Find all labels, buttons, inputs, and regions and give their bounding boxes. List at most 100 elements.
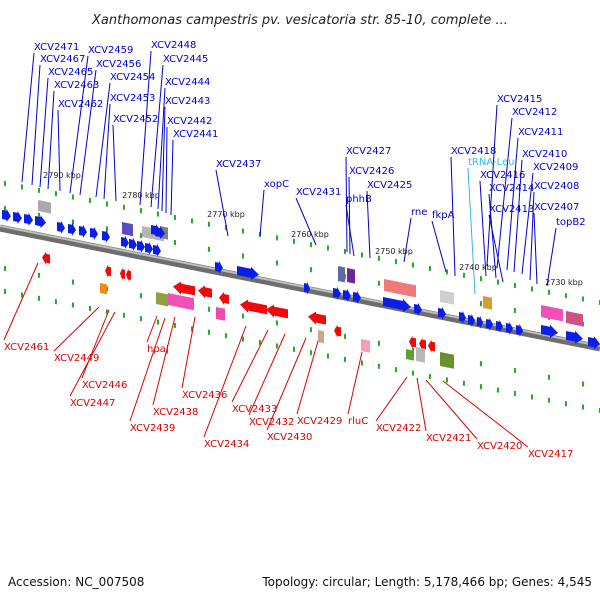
gene-label: XCV2415: [497, 94, 542, 105]
gene-label: XCV2407: [534, 202, 579, 213]
tick-mark: [581, 296, 584, 302]
gene-arrow: [266, 304, 288, 319]
gene-label: XCV2461: [4, 342, 49, 353]
tick-mark: [275, 343, 278, 349]
tick-mark: [139, 316, 142, 322]
gene-arrow: [35, 215, 46, 229]
gene-label: XCV2427: [346, 146, 391, 157]
label-leader-lines: [3, 50, 557, 448]
gene-arrow: [129, 237, 137, 251]
gene-label: XCV2425: [367, 180, 412, 191]
gene-label: XCV2426: [349, 166, 394, 177]
tick-mark: [564, 401, 567, 407]
gene-arrow: [353, 290, 361, 304]
gene-label: XCV2437: [216, 159, 261, 170]
tick-mark: [530, 286, 533, 292]
label-leader-line: [103, 103, 111, 200]
tick-mark: [275, 260, 278, 266]
tick-mark: [139, 233, 142, 239]
gene-arrow: [102, 229, 110, 243]
gene-block: [416, 347, 425, 363]
label-leader-line: [157, 87, 166, 210]
tick-mark: [292, 346, 295, 352]
label-leader-line: [533, 212, 538, 285]
tick-mark: [513, 367, 516, 374]
tick-mark: [292, 238, 295, 244]
gene-label: XCV2412: [512, 107, 557, 118]
tick-mark: [309, 350, 312, 356]
gene-arrow: [155, 226, 165, 239]
gene-block: [338, 266, 345, 283]
tick-mark: [3, 265, 6, 272]
gene-label: XCV2462: [58, 99, 103, 110]
label-leader-line: [215, 169, 229, 237]
tick-mark: [547, 289, 550, 295]
kbp-marker: 2730 kbp: [545, 278, 583, 287]
tick-marks: [3, 180, 600, 414]
gene-arrow: [42, 251, 50, 265]
label-leader-line: [450, 156, 456, 277]
label-leader-line: [57, 109, 61, 192]
gene-label: XCV2431: [296, 187, 341, 198]
label-leader-line: [150, 64, 164, 208]
tick-mark: [241, 313, 244, 319]
gene-label: XCV2442: [167, 116, 212, 127]
gene-arrow: [477, 315, 483, 329]
label-leader-line: [348, 176, 351, 255]
gene-label: XCV2459: [88, 45, 133, 56]
tick-mark: [326, 245, 329, 251]
gene-label: XCV2465: [48, 67, 93, 78]
kbp-marker: 2770 kbp: [207, 210, 245, 219]
tick-mark: [513, 282, 516, 289]
tick-mark: [88, 305, 91, 312]
gene-block: [318, 330, 324, 344]
label-leader-line: [425, 379, 478, 440]
gene-block: [216, 307, 225, 321]
gene-arrow: [566, 330, 583, 344]
gene-arrow: [219, 292, 229, 305]
gene-label: XCV2454: [110, 72, 155, 83]
tick-mark: [258, 339, 261, 346]
label-leader-line: [139, 50, 152, 206]
tick-mark: [173, 322, 176, 329]
label-leader-line: [129, 317, 166, 422]
label-leader-line: [431, 220, 447, 273]
gene-arrow: [459, 310, 466, 324]
label-leader-line: [231, 329, 269, 403]
gene-label: hpaJ: [147, 344, 169, 355]
gene-label: XCV2408: [534, 181, 579, 192]
label-leader-line: [165, 126, 168, 214]
label-leader-line: [181, 316, 196, 389]
tick-mark: [88, 197, 91, 204]
tick-mark: [139, 208, 142, 214]
gene-arrow: [541, 324, 558, 338]
gene-label: XCV2422: [376, 423, 421, 434]
tick-mark: [479, 361, 482, 367]
gene-arrow: [428, 339, 435, 353]
gene-label: XCV2429: [297, 416, 342, 427]
tick-mark: [428, 373, 431, 380]
gene-label: XCV2444: [165, 77, 210, 88]
label-leader-line: [3, 262, 39, 341]
label-leader-line: [146, 315, 158, 343]
gene-label: XCV2471: [34, 42, 79, 53]
tick-mark: [479, 384, 482, 390]
gene-label: XCV2446: [82, 380, 127, 391]
gene-block: [100, 283, 107, 295]
gene-arrow: [215, 260, 223, 274]
label-leader-line: [170, 139, 174, 216]
gene-arrow: [468, 313, 475, 327]
accession-text: Accession: NC_007508: [8, 575, 144, 589]
tick-mark: [309, 267, 312, 273]
gene-arrow: [237, 266, 259, 280]
tick-mark: [37, 295, 40, 301]
tick-mark: [37, 212, 40, 218]
tick-mark: [309, 327, 312, 333]
gene-arrow: [137, 239, 145, 253]
gene-arrow: [496, 319, 503, 333]
gene-block: [406, 349, 414, 361]
gene-label: XCV2409: [533, 162, 578, 173]
label-leader-line: [203, 325, 247, 438]
tick-mark: [411, 262, 414, 268]
gene-arrow: [240, 299, 267, 315]
